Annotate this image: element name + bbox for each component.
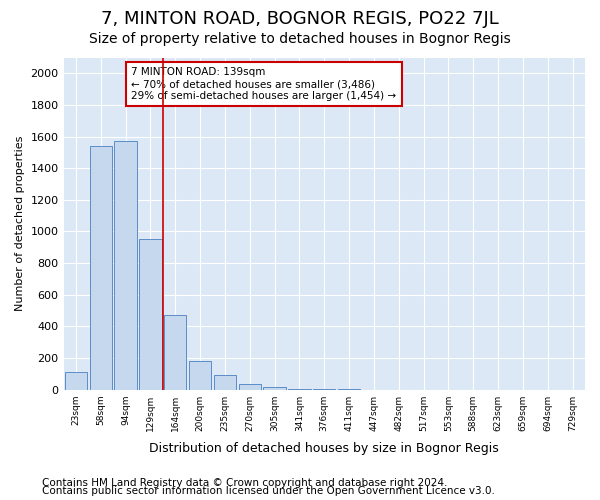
Bar	[239, 384, 261, 390]
Text: 7, MINTON ROAD, BOGNOR REGIS, PO22 7JL: 7, MINTON ROAD, BOGNOR REGIS, PO22 7JL	[101, 10, 499, 28]
Y-axis label: Number of detached properties: Number of detached properties	[15, 136, 25, 312]
Text: Size of property relative to detached houses in Bognor Regis: Size of property relative to detached ho…	[89, 32, 511, 46]
Text: 7 MINTON ROAD: 139sqm
← 70% of detached houses are smaller (3,486)
29% of semi-d: 7 MINTON ROAD: 139sqm ← 70% of detached …	[131, 68, 397, 100]
Bar	[189, 361, 211, 390]
Bar	[263, 388, 286, 390]
X-axis label: Distribution of detached houses by size in Bognor Regis: Distribution of detached houses by size …	[149, 442, 499, 455]
Bar	[164, 314, 187, 390]
Bar	[139, 240, 161, 390]
Bar	[65, 372, 87, 390]
Bar	[288, 389, 311, 390]
Bar	[214, 376, 236, 390]
Text: Contains public sector information licensed under the Open Government Licence v3: Contains public sector information licen…	[42, 486, 495, 496]
Text: Contains HM Land Registry data © Crown copyright and database right 2024.: Contains HM Land Registry data © Crown c…	[42, 478, 448, 488]
Bar	[89, 146, 112, 390]
Bar	[115, 142, 137, 390]
